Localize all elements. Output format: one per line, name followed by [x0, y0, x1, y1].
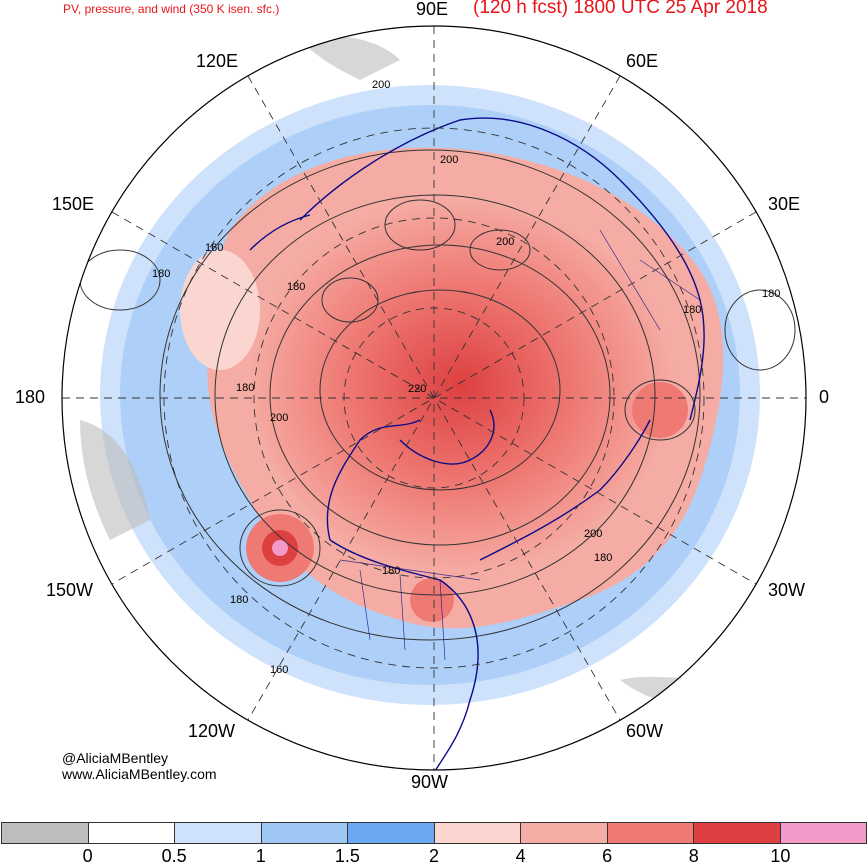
lon-label-90e: 90E: [416, 0, 449, 19]
lon-label-30w: 30W: [768, 580, 806, 600]
colorbar-swatch: [521, 823, 608, 843]
contour-label: 200: [584, 528, 602, 540]
colorbar-swatch: [261, 823, 348, 843]
contour-label: 200: [372, 79, 390, 91]
contour-label: 200: [440, 154, 458, 166]
colorbar-tick-label: 4: [515, 846, 526, 866]
contour-label: 160: [205, 242, 223, 254]
lon-label-120w: 120W: [188, 721, 236, 741]
lon-label-120e: 120E: [196, 51, 239, 71]
cutoff-low-america: [410, 578, 454, 622]
contour-label: 200: [270, 412, 288, 424]
colorbar-tick-label: 10: [770, 846, 791, 866]
colorbar-tick-label: 8: [688, 846, 699, 866]
pv-shade-6-10: [247, 196, 675, 574]
contour-label: 180: [287, 281, 305, 293]
forecast-time-title: (120 h fcst) 1800 UTC 25 Apr 2018: [473, 0, 768, 18]
contour-label: 180: [236, 382, 254, 394]
colorbar-swatch: [434, 823, 521, 843]
lon-label-60w: 60W: [626, 721, 664, 741]
colorbar-tick-label: 1.5: [334, 846, 360, 866]
contour-label: 160: [270, 664, 288, 676]
coastlines: [249, 117, 705, 770]
contour-label: 180: [230, 594, 248, 606]
graticule: [62, 26, 806, 770]
colorbar-swatch: [2, 823, 89, 843]
lon-label-0: 0: [819, 387, 830, 407]
lon-label-60e: 60E: [626, 51, 659, 71]
contour-label: 180: [594, 552, 612, 564]
cutoff-low-atlantic: [632, 382, 688, 438]
colorbar-tick-label: 2: [428, 846, 440, 866]
colorbar-swatch: [694, 823, 781, 843]
colorbar-swatch: [607, 823, 694, 843]
colorbar-swatch: [780, 823, 866, 843]
lon-label-180: 180: [15, 387, 46, 407]
colorbar-tick-label: 1: [255, 846, 266, 866]
pressure-contours: [79, 149, 796, 641]
product-title: PV, pressure, and wind (350 K isen. sfc.…: [63, 2, 280, 16]
contour-label: 180: [683, 304, 701, 316]
lon-label-30e: 30E: [768, 194, 801, 214]
lon-label-90w: 90W: [411, 772, 449, 792]
colorbar-swatch: [175, 823, 262, 843]
contour-label: 180: [152, 268, 170, 280]
contour-label: 200: [496, 236, 514, 248]
contour-label: 220: [408, 383, 426, 395]
author-website: www.AliciaMBentley.com: [62, 766, 217, 782]
colorbar-swatch: [88, 823, 175, 843]
map-boundary: [61, 25, 807, 771]
pv-colorbar: [1, 822, 867, 844]
author-handle: @AliciaMBentley: [62, 750, 169, 766]
polar-stereographic-map: 200 200 200 160 180 180 180 180 220 200 …: [61, 25, 807, 771]
colorbar-tick-label: 0: [82, 846, 93, 866]
contour-labels: 200 200 200 160 180 180 180 180 220 200 …: [152, 79, 780, 676]
lon-label-150e: 150E: [52, 194, 95, 214]
contour-label: 180: [382, 565, 400, 577]
lon-label-150w: 150W: [46, 580, 94, 600]
colorbar-tick-label: 0.5: [161, 846, 187, 866]
colorbar-tick-label: 6: [602, 846, 613, 866]
colorbar-swatch: [348, 823, 435, 843]
contour-label: 180: [762, 288, 780, 300]
